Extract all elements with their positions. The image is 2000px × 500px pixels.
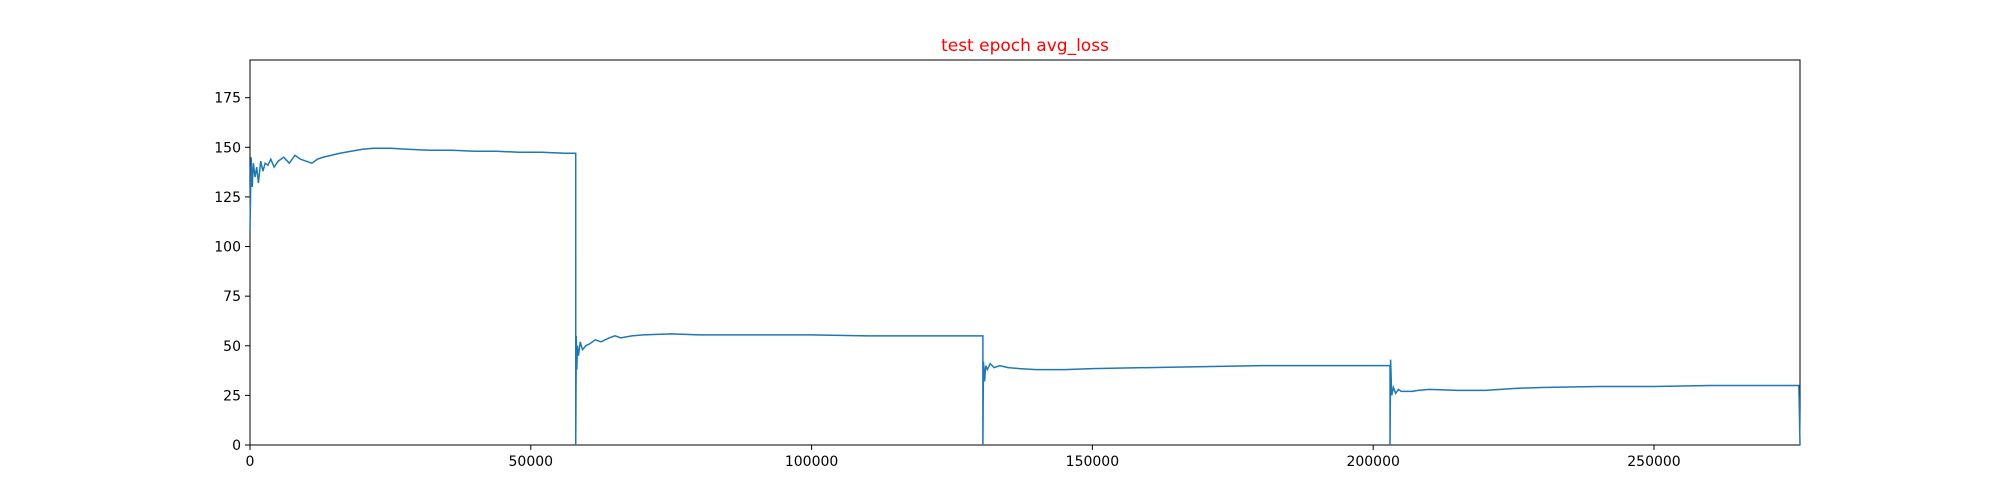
chart-title: test epoch avg_loss (941, 36, 1109, 56)
x-tick-label: 0 (246, 454, 255, 470)
plot-area (249, 59, 1801, 446)
x-tick-label: 100000 (785, 454, 838, 470)
x-tick-label: 200000 (1346, 454, 1399, 470)
x-tick-label: 250000 (1627, 454, 1680, 470)
y-axis: 0 25 50 75 100 125 150 175 (214, 91, 250, 454)
y-tick-label: 125 (214, 190, 241, 206)
y-tick-label: 0 (232, 438, 241, 454)
y-tick-label: 50 (223, 339, 241, 355)
plot-lines (249, 147, 1801, 446)
y-tick-label: 25 (223, 388, 241, 404)
series-line-0 (249, 147, 1801, 446)
y-tick-label: 175 (214, 91, 241, 107)
x-tick-label: 150000 (1066, 454, 1119, 470)
x-axis: 0 50000 100000 150000 200000 250000 (246, 445, 1681, 470)
y-tick-label: 75 (223, 289, 241, 305)
x-tick-label: 50000 (509, 454, 554, 470)
y-tick-label: 100 (214, 240, 241, 256)
y-tick-label: 150 (214, 140, 241, 156)
